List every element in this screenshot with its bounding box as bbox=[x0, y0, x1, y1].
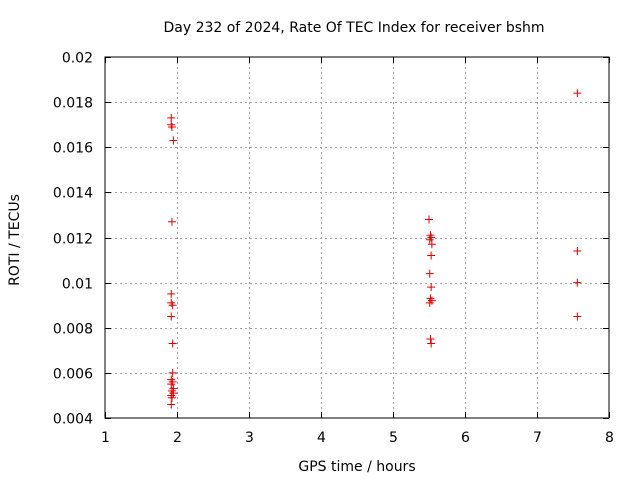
y-tick-label: 0.018 bbox=[53, 96, 93, 112]
data-point bbox=[167, 312, 176, 321]
x-tick-label: 8 bbox=[605, 430, 614, 446]
data-point bbox=[167, 122, 176, 131]
x-tick-label: 2 bbox=[173, 430, 182, 446]
data-point bbox=[573, 247, 582, 256]
y-tick-label: 0.014 bbox=[53, 186, 93, 202]
data-point bbox=[573, 89, 582, 98]
axis-ticks: 1 2 3 4 5 6 7 8 0.004 0.006 0.008 0.01 0.012 0.014 0.0… bbox=[53, 51, 614, 447]
x-tick-label: 1 bbox=[101, 430, 110, 446]
data-point bbox=[425, 269, 434, 278]
data-point bbox=[168, 301, 177, 310]
data-point bbox=[426, 231, 435, 240]
data-point bbox=[427, 339, 436, 348]
chart-title: Day 232 of 2024, Rate Of TEC Index for r… bbox=[163, 20, 544, 36]
y-tick-label: 0.02 bbox=[62, 51, 93, 67]
y-tick-label: 0.006 bbox=[53, 367, 93, 383]
x-tick-label: 3 bbox=[245, 430, 254, 446]
data-points bbox=[167, 89, 582, 409]
x-tick-label: 4 bbox=[317, 430, 326, 446]
data-point bbox=[425, 235, 434, 244]
data-point bbox=[167, 217, 176, 226]
y-tick-label: 0.012 bbox=[53, 232, 93, 248]
data-point bbox=[167, 400, 176, 409]
data-point bbox=[167, 298, 176, 307]
data-point bbox=[426, 294, 435, 303]
data-point bbox=[168, 377, 177, 386]
data-point bbox=[427, 251, 436, 260]
x-tick-label: 6 bbox=[461, 430, 470, 446]
x-axis-label: GPS time / hours bbox=[298, 459, 415, 475]
data-point bbox=[427, 233, 436, 242]
grid-lines bbox=[105, 57, 609, 418]
data-point bbox=[425, 215, 433, 224]
data-point bbox=[169, 389, 178, 398]
y-tick-label: 0.01 bbox=[62, 277, 93, 293]
data-point bbox=[168, 368, 177, 377]
data-point bbox=[426, 335, 435, 344]
x-tick-label: 7 bbox=[533, 430, 542, 446]
data-point bbox=[167, 120, 176, 129]
data-point bbox=[167, 391, 176, 400]
data-point bbox=[167, 113, 176, 122]
y-tick-label: 0.016 bbox=[53, 141, 93, 157]
plot-frame bbox=[104, 56, 610, 419]
x-tick-label: 5 bbox=[389, 430, 398, 446]
data-point bbox=[167, 289, 176, 298]
y-axis-label: ROTI / TECUs bbox=[7, 194, 23, 286]
data-point bbox=[427, 296, 436, 305]
data-point bbox=[573, 312, 582, 321]
data-point bbox=[427, 283, 436, 292]
data-point bbox=[573, 278, 582, 287]
y-tick-label: 0.004 bbox=[53, 412, 93, 428]
data-point bbox=[167, 393, 176, 402]
data-point bbox=[168, 339, 177, 348]
data-point bbox=[169, 136, 178, 145]
data-point bbox=[425, 298, 434, 307]
data-point bbox=[427, 240, 436, 249]
y-tick-label: 0.008 bbox=[53, 322, 93, 338]
data-point bbox=[167, 380, 176, 389]
